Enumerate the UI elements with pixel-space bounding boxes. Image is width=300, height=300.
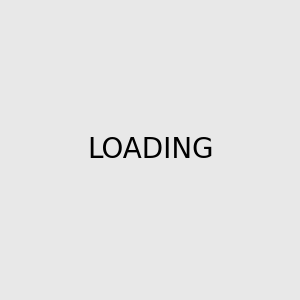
Text: LOADING: LOADING <box>87 136 213 164</box>
